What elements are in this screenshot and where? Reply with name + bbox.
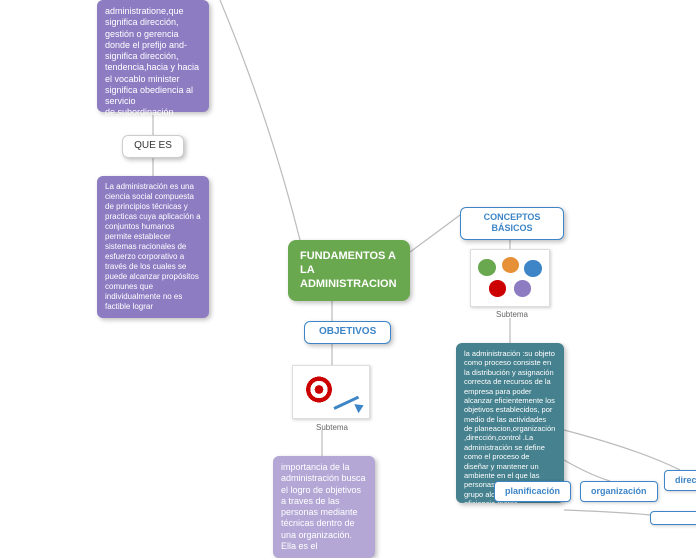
objetivos-graphic xyxy=(297,370,365,414)
conceptos-graphic xyxy=(475,254,545,302)
definicion-text: La administración es una ciencia social … xyxy=(105,182,201,311)
planificacion-node[interactable]: planificación xyxy=(494,481,571,502)
etymology-text: administratione,que significa dirección,… xyxy=(105,6,199,117)
admin-proceso-text: la administración :su objeto como proces… xyxy=(464,349,555,503)
center-topic-node[interactable]: FUNDAMENTOS A LA ADMINISTRACION xyxy=(288,240,410,301)
definicion-node[interactable]: La administración es una ciencia social … xyxy=(97,176,209,318)
conceptos-node[interactable]: CONCEPTOS BÁSICOS xyxy=(460,207,564,240)
conceptos-label: CONCEPTOS BÁSICOS xyxy=(484,212,541,233)
importancia-text: importancia de la administración busca e… xyxy=(281,462,366,551)
conceptos-image[interactable] xyxy=(470,249,550,307)
objetivos-label: OBJETIVOS xyxy=(319,326,376,337)
organizacion-node[interactable]: organización xyxy=(580,481,658,502)
direccion-label: direcc xyxy=(675,475,696,485)
planificacion-label: planificación xyxy=(505,486,560,496)
objetivos-image[interactable] xyxy=(292,365,370,419)
que-es-label: QUE ES xyxy=(134,140,172,151)
importancia-node[interactable]: importancia de la administración busca e… xyxy=(273,456,375,558)
admin-proceso-node[interactable]: la administración :su objeto como proces… xyxy=(456,343,564,503)
partial-bottom-node[interactable] xyxy=(650,511,696,525)
direccion-node[interactable]: direcc xyxy=(664,470,696,491)
que-es-node[interactable]: QUE ES xyxy=(122,135,184,158)
objetivos-node[interactable]: OBJETIVOS xyxy=(304,321,391,344)
center-topic-text: FUNDAMENTOS A LA ADMINISTRACION xyxy=(300,250,397,290)
conceptos-subtema-label: Subtema xyxy=(492,310,532,319)
organizacion-label: organización xyxy=(591,486,647,496)
objetivos-subtema-label: Subtema xyxy=(312,423,352,432)
etymology-node[interactable]: administratione,que significa dirección,… xyxy=(97,0,209,112)
